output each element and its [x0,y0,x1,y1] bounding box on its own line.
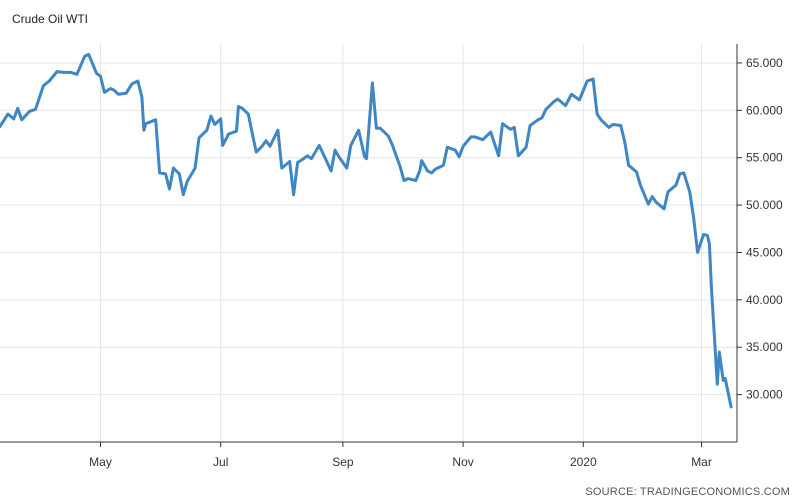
y-tick-label: 30.000 [746,388,783,402]
y-tick-label: 45.000 [746,245,783,259]
y-tick-label: 60.000 [746,103,783,117]
gridlines [0,44,737,442]
x-tick-label: Mar [691,455,712,469]
y-tick-label: 40.000 [746,293,783,307]
y-tick-label: 65.000 [746,56,783,70]
y-axis-ticks: 30.000 35.000 40.000 45.000 50.000 55.000 60.0… [737,56,783,402]
x-axis-ticks: May Jul Sep Nov 2020 Mar [89,442,712,469]
y-tick-label: 50.000 [746,198,783,212]
y-tick-label: 55.000 [746,151,783,165]
x-tick-label: Jul [213,455,228,469]
x-tick-label: Sep [332,455,354,469]
series-line [0,52,733,409]
chart-title: Crude Oil WTI [12,12,89,26]
x-tick-label: May [89,455,112,469]
x-tick-label: Nov [452,455,473,469]
x-tick-label: 2020 [570,455,597,469]
y-tick-label: 35.000 [746,340,783,354]
source-credit: SOURCE: TRADINGECONOMICS.COM [585,486,790,498]
